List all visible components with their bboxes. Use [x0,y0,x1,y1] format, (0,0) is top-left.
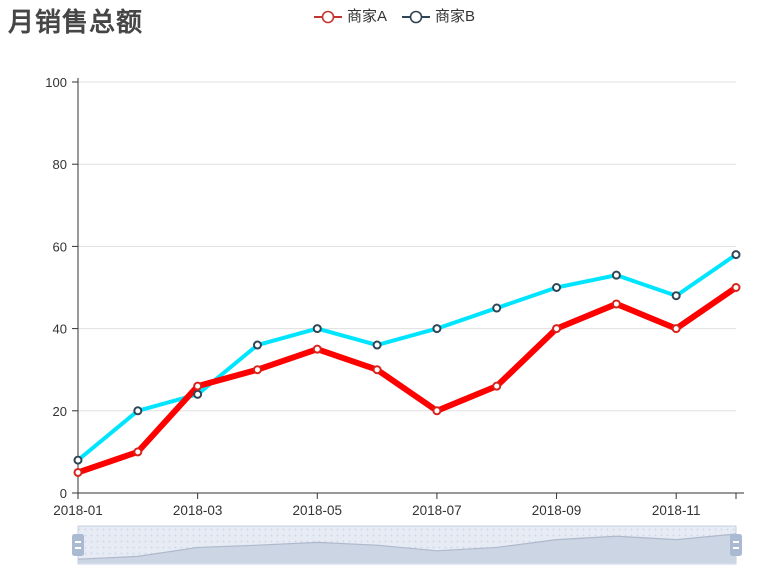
y-tick-label: 20 [53,404,67,419]
series-a-data-point[interactable] [731,283,741,292]
series-a-data-point[interactable] [552,324,562,334]
series-a-data-point[interactable] [73,467,83,477]
legend-label-series-a: 商家A [347,8,388,25]
series-a-data-point[interactable] [671,324,681,334]
series-a-data-point[interactable] [193,381,203,391]
series-b-data-point[interactable] [252,340,262,350]
series-a-data-point[interactable] [133,447,143,457]
y-tick-label: 60 [53,239,67,254]
legend-item-series-a[interactable]: 商家A [313,7,387,27]
series-a-data-point[interactable] [372,365,382,375]
y-tick-label: 100 [45,75,67,90]
legend-label-series-b: 商家B [435,8,476,25]
x-tick-label: 2018-05 [292,503,342,518]
legend-item-series-b[interactable]: 商家B [401,7,475,27]
x-tick-label: 2018-03 [173,503,223,518]
datazoom-handle-left[interactable] [72,534,84,556]
datazoom-data-shadow-line [77,533,737,560]
y-tick-label: 0 [60,486,67,501]
series-b-data-point[interactable] [552,283,562,292]
series-b-data-point[interactable] [372,340,382,350]
series-a-line [75,284,739,476]
x-tick-label: 2018-11 [652,503,701,518]
series-a-data-point[interactable] [611,299,621,309]
series-a-data-point[interactable] [312,344,322,354]
y-tick-label: 40 [53,322,67,337]
chart-title: 月销售总额 [8,7,144,37]
axes [77,78,744,494]
series-b-data-point[interactable] [671,291,681,301]
legend: 商家A 商家B [313,7,475,27]
series-a-markers [73,283,741,477]
datazoom-handle-right[interactable] [730,534,742,556]
series-a-data-point[interactable] [492,381,502,391]
legend-line-circle-icon [314,10,342,24]
y-axis-labels: 0 20 40 60 80 100 [45,75,78,501]
grid-lines [78,81,736,412]
series-b-data-point[interactable] [312,324,322,334]
x-axis-labels: 2018-01 2018-03 2018-05 2018-07 2018-09 2018-… [53,493,737,518]
series-b-data-point[interactable] [193,389,203,399]
x-tick-label: 2018-09 [532,503,582,518]
series-b-data-point[interactable] [73,455,83,465]
series-b-markers [73,250,741,465]
series-b-data-point[interactable] [611,270,621,280]
datazoom-slider[interactable] [72,525,742,565]
legend-line-circle-icon [402,10,431,24]
series-b-data-point[interactable] [432,324,442,334]
x-tick-label: 2018-01 [53,503,103,518]
series-b-data-point[interactable] [492,303,502,313]
series-b-data-point[interactable] [731,250,741,260]
y-tick-label: 80 [53,157,67,172]
series-b-data-point[interactable] [133,406,143,416]
series-a-data-point[interactable] [432,406,442,416]
x-tick-label: 2018-07 [412,503,462,518]
series-b-line [76,252,738,463]
series-a-data-point[interactable] [252,365,262,375]
